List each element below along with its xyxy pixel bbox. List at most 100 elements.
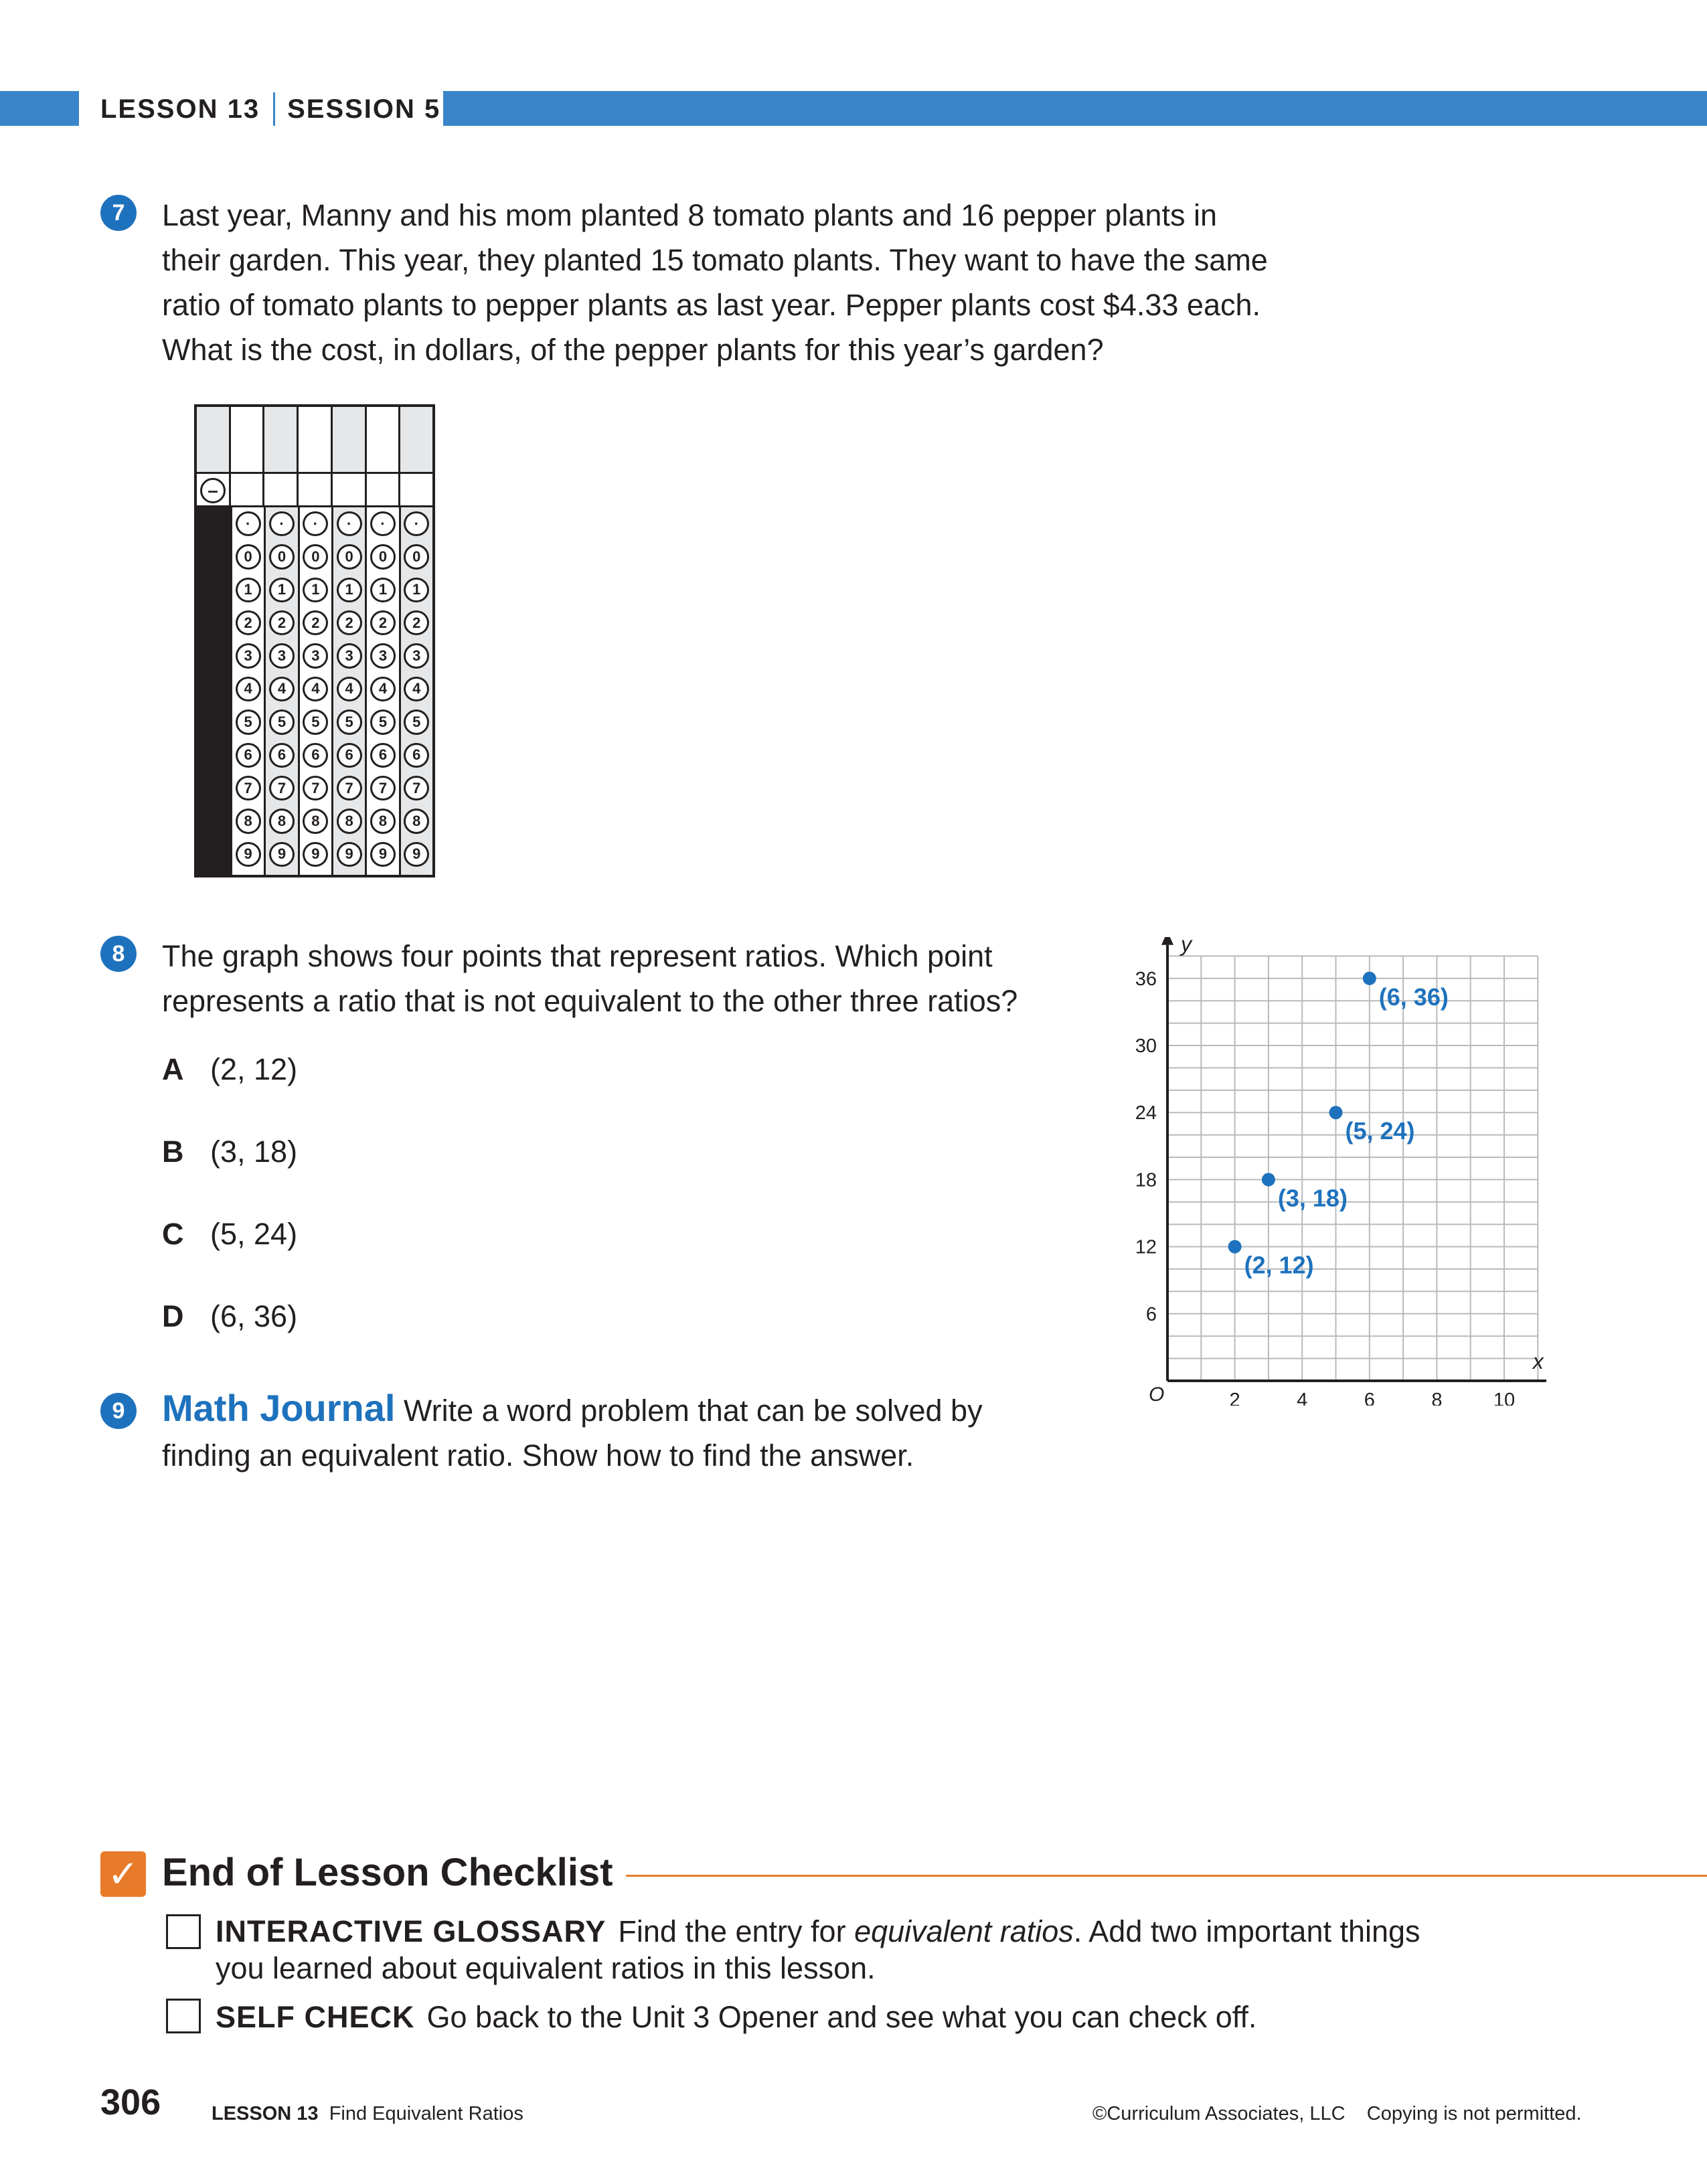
- digit-bubble[interactable]: 4: [404, 676, 430, 702]
- digit-bubble[interactable]: 9: [303, 841, 329, 867]
- grid-in-write-box[interactable]: [400, 407, 433, 472]
- digit-bubble[interactable]: 2: [370, 610, 396, 636]
- digit-bubble[interactable]: 8: [303, 809, 329, 834]
- digit-bubble[interactable]: 9: [336, 841, 362, 867]
- decimal-bubble[interactable]: ·: [370, 511, 396, 537]
- digit-bubble[interactable]: 6: [268, 742, 295, 768]
- choice-text: (6, 36): [210, 1299, 298, 1333]
- checklist-item-label: INTERACTIVE GLOSSARY: [216, 1914, 606, 1948]
- decimal-bubble[interactable]: ·: [235, 511, 261, 537]
- digit-bubble[interactable]: 0: [235, 544, 261, 570]
- digit-bubble[interactable]: 7: [303, 775, 329, 801]
- digit-bubble[interactable]: 7: [336, 775, 362, 801]
- digit-bubble[interactable]: 8: [336, 809, 362, 834]
- digit-bubble[interactable]: 5: [268, 709, 295, 735]
- choice-d[interactable]: D (6, 36): [162, 1299, 297, 1334]
- self-check-checkbox[interactable]: [166, 1999, 201, 2033]
- digit-bubble[interactable]: 6: [235, 742, 261, 768]
- question-8-number: 8: [100, 936, 137, 972]
- digit-bubble[interactable]: 4: [370, 676, 396, 702]
- digit-bubble[interactable]: 3: [268, 643, 295, 669]
- grid-in-write-box[interactable]: [230, 407, 265, 472]
- digit-bubble[interactable]: 4: [303, 676, 329, 702]
- page-number: 306: [100, 2082, 161, 2122]
- digit-bubble[interactable]: 3: [235, 643, 261, 669]
- digit-bubble[interactable]: 2: [235, 610, 261, 636]
- grid-in-write-box[interactable]: [197, 407, 231, 472]
- digit-bubble[interactable]: 1: [336, 577, 362, 603]
- choice-b[interactable]: B (3, 18): [162, 1135, 297, 1169]
- digit-bubble[interactable]: 6: [336, 742, 362, 768]
- decimal-bubble[interactable]: ·: [404, 511, 430, 537]
- digit-bubble[interactable]: 2: [268, 610, 295, 636]
- digit-bubble[interactable]: 0: [303, 544, 329, 570]
- digit-bubble[interactable]: 5: [303, 709, 329, 735]
- digit-bubble[interactable]: 8: [268, 809, 295, 834]
- digit-bubble[interactable]: 0: [268, 544, 295, 570]
- question-9-line: Write a word problem that can be solved …: [403, 1394, 983, 1428]
- data-point-label: (3, 18): [1278, 1184, 1348, 1211]
- choice-c[interactable]: C (5, 24): [162, 1217, 297, 1252]
- digit-bubble[interactable]: 3: [404, 643, 430, 669]
- digit-bubble[interactable]: 0: [370, 544, 396, 570]
- digit-bubble[interactable]: 9: [235, 841, 261, 867]
- digit-bubble[interactable]: 3: [336, 643, 362, 669]
- decimal-bubble[interactable]: ·: [268, 511, 295, 537]
- choice-letter: D: [162, 1299, 184, 1333]
- data-point-label: (6, 36): [1379, 983, 1449, 1011]
- digit-bubble[interactable]: 3: [370, 643, 396, 669]
- digit-bubble[interactable]: 2: [303, 610, 329, 636]
- question-9-number: 9: [100, 1393, 137, 1429]
- question-7-line: Last year, Manny and his mom planted 8 t…: [162, 198, 1217, 232]
- digit-bubble[interactable]: 2: [404, 610, 430, 636]
- lesson-label: LESSON 13: [100, 94, 260, 124]
- y-tick-label: 36: [1135, 969, 1157, 990]
- question-7-number: 7: [100, 195, 137, 231]
- digit-bubble[interactable]: 0: [336, 544, 362, 570]
- digit-bubble[interactable]: 6: [404, 742, 430, 768]
- digit-bubble[interactable]: 7: [235, 775, 261, 801]
- digit-bubble[interactable]: 5: [370, 709, 396, 735]
- digit-bubble[interactable]: 2: [336, 610, 362, 636]
- digit-bubble[interactable]: 1: [235, 577, 261, 603]
- data-point-label: (2, 12): [1244, 1252, 1314, 1279]
- decimal-bubble[interactable]: ·: [336, 511, 362, 537]
- digit-bubble[interactable]: 1: [303, 577, 329, 603]
- grid-in-write-box[interactable]: [299, 407, 333, 472]
- digit-bubble[interactable]: 8: [370, 809, 396, 834]
- question-8-line: represents a ratio that is not equivalen…: [162, 984, 1018, 1018]
- digit-bubble[interactable]: 5: [336, 709, 362, 735]
- choice-a[interactable]: A (2, 12): [162, 1052, 297, 1087]
- digit-bubble[interactable]: 6: [370, 742, 396, 768]
- choice-letter: B: [162, 1135, 184, 1169]
- digit-bubble[interactable]: 0: [404, 544, 430, 570]
- grid-in-answer: – · 0 1 2 3 4 5 6 7 8 9 · 0 1 2 3 4 5 6 7 8 9 · 0 1 2 3 4 5 6 7 8 9 · 0 1 2 3…: [194, 404, 435, 877]
- digit-bubble[interactable]: 4: [336, 676, 362, 702]
- digit-bubble[interactable]: 8: [404, 809, 430, 834]
- digit-bubble[interactable]: 1: [268, 577, 295, 603]
- digit-bubble[interactable]: 8: [235, 809, 261, 834]
- digit-bubble[interactable]: 5: [404, 709, 430, 735]
- digit-bubble[interactable]: 7: [404, 775, 430, 801]
- x-tick-label: 4: [1297, 1390, 1307, 1406]
- grid-in-write-box[interactable]: [332, 407, 367, 472]
- digit-bubble[interactable]: 7: [370, 775, 396, 801]
- digit-bubble[interactable]: 4: [235, 676, 261, 702]
- digit-bubble[interactable]: 7: [268, 775, 295, 801]
- x-axis-label: x: [1532, 1349, 1544, 1373]
- minus-bubble[interactable]: –: [200, 478, 226, 503]
- digit-bubble[interactable]: 9: [268, 841, 295, 867]
- grid-in-write-box[interactable]: [366, 407, 401, 472]
- digit-bubble[interactable]: 9: [404, 841, 430, 867]
- digit-bubble[interactable]: 6: [303, 742, 329, 768]
- digit-bubble[interactable]: 4: [268, 676, 295, 702]
- digit-bubble[interactable]: 5: [235, 709, 261, 735]
- grid-in-write-box[interactable]: [264, 407, 299, 472]
- digit-bubble[interactable]: 9: [370, 841, 396, 867]
- grid-in-column: · 0 1 2 3 4 5 6 7 8 9: [264, 507, 298, 875]
- digit-bubble[interactable]: 1: [404, 577, 430, 603]
- digit-bubble[interactable]: 3: [303, 643, 329, 669]
- digit-bubble[interactable]: 1: [370, 577, 396, 603]
- decimal-bubble[interactable]: ·: [303, 511, 329, 537]
- glossary-checkbox[interactable]: [166, 1914, 201, 1949]
